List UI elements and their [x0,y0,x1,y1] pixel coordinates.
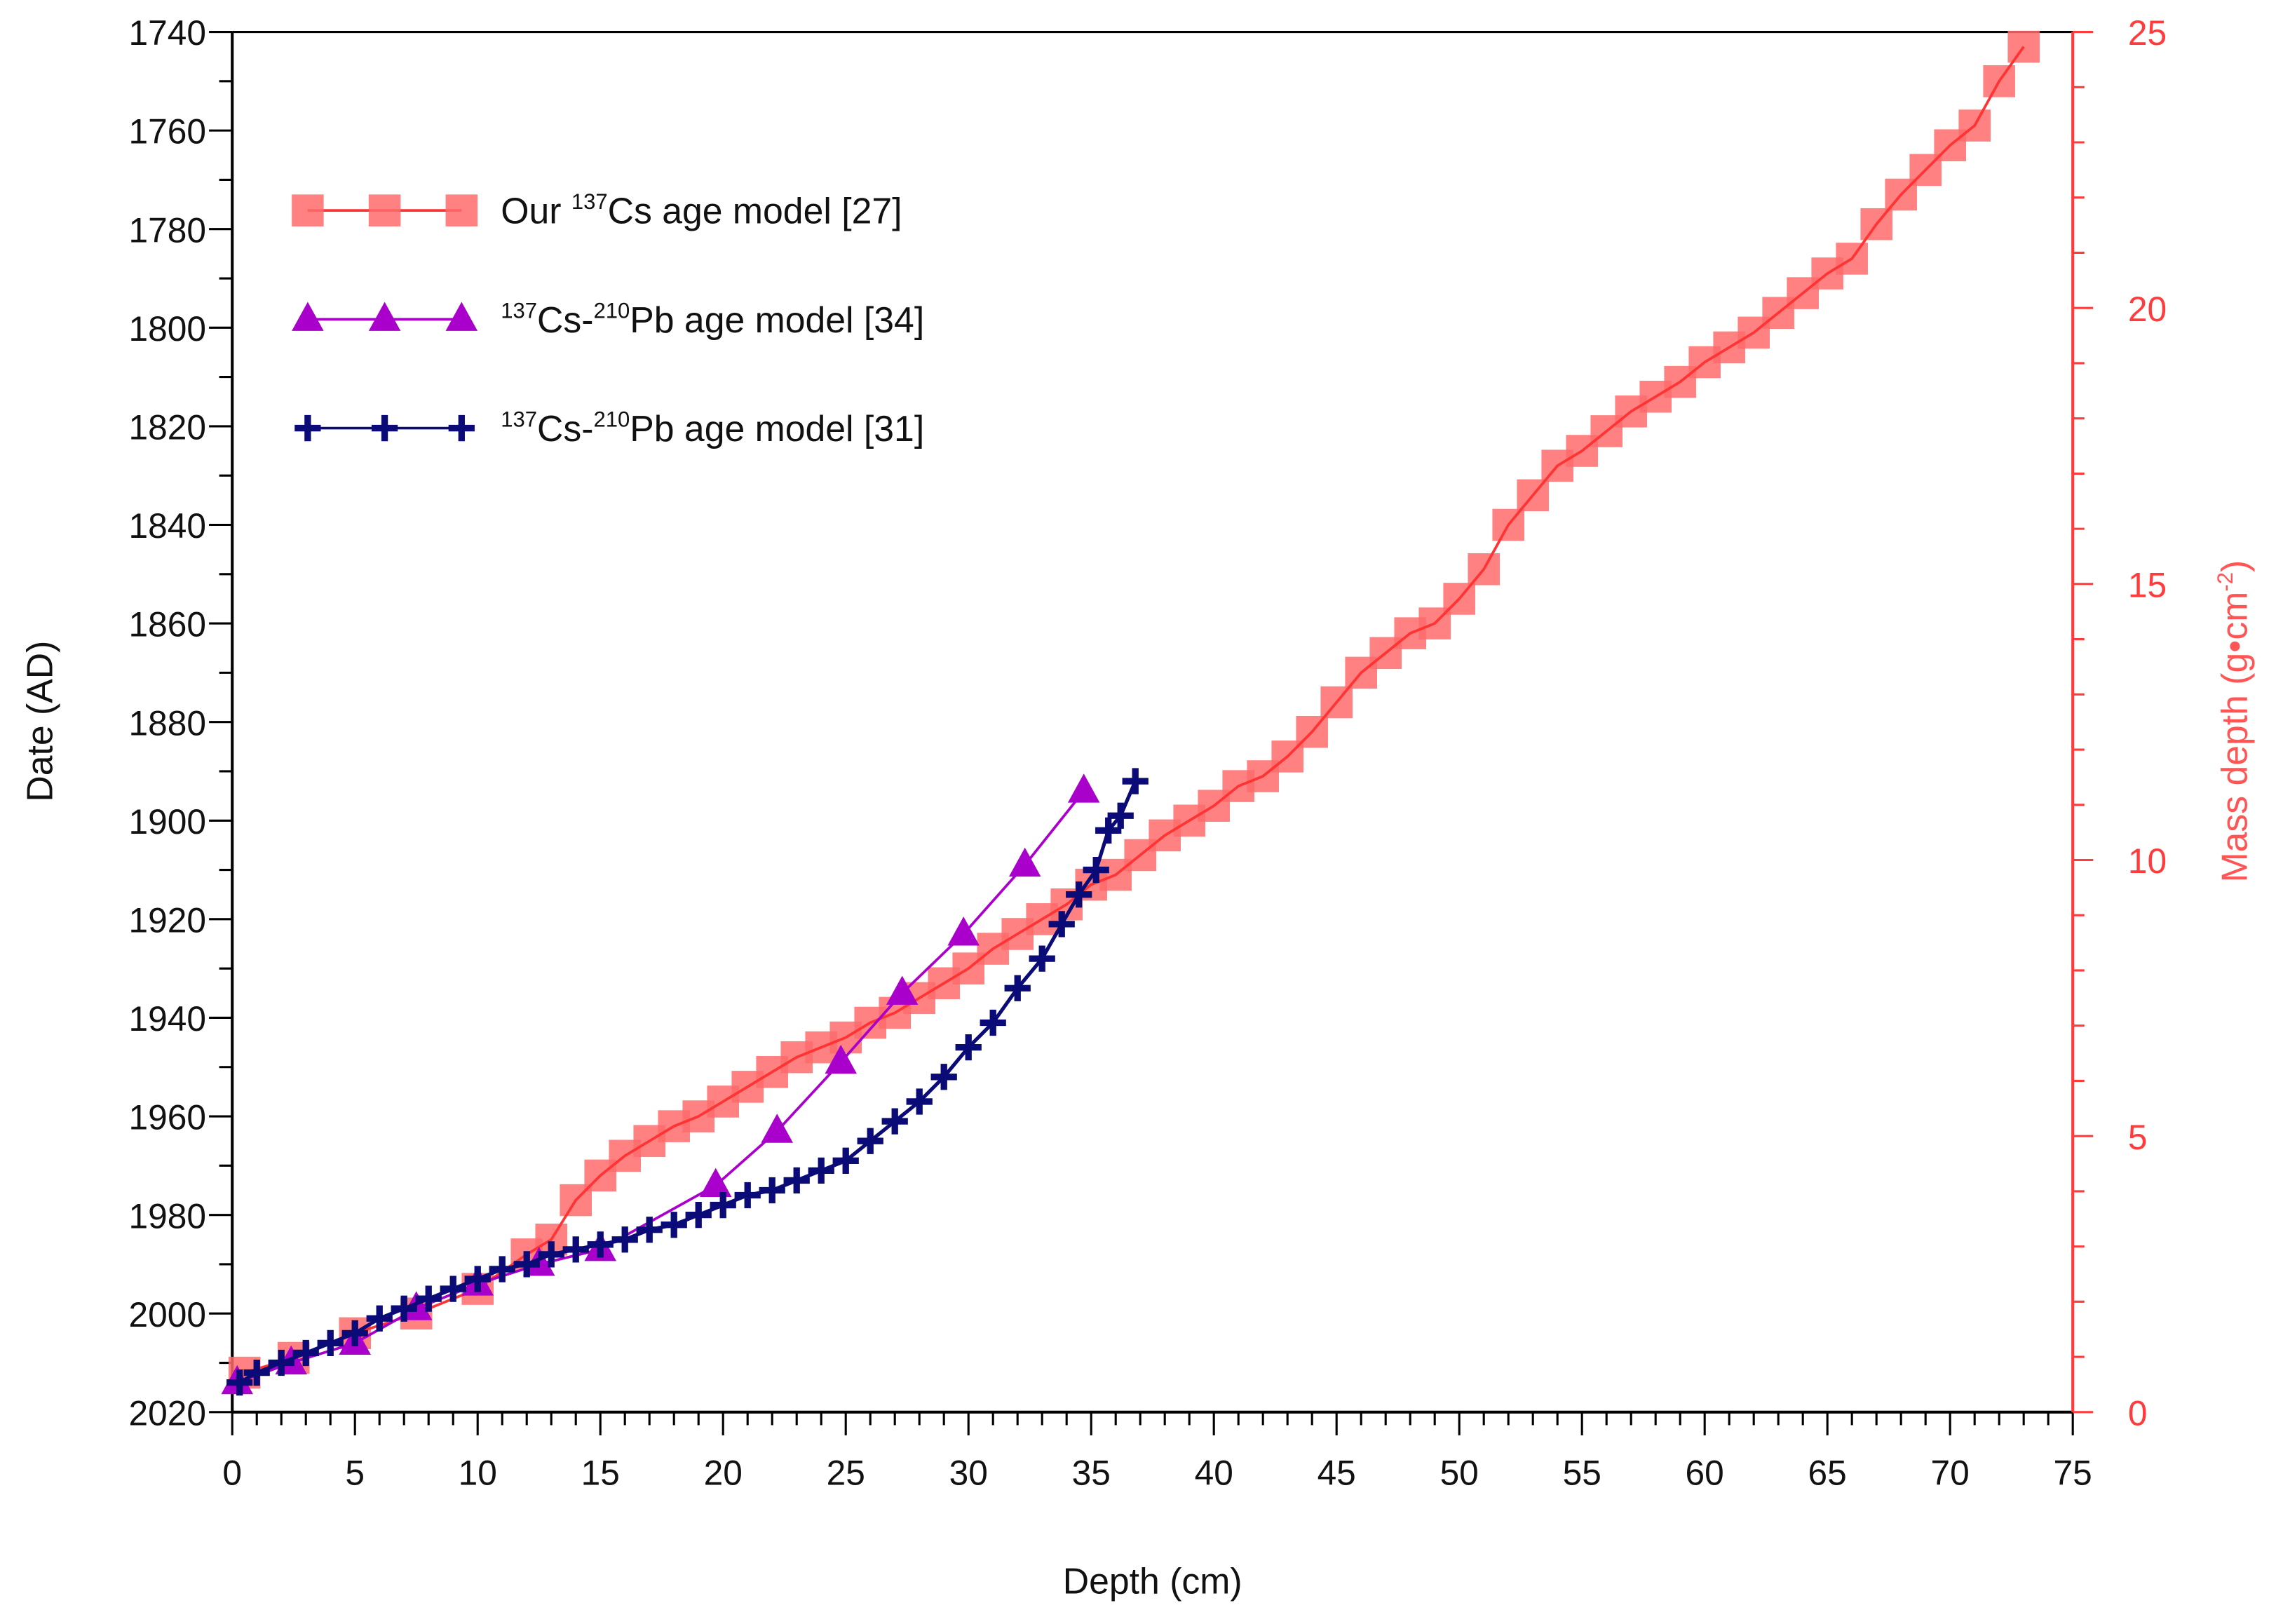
series-square [228,30,2040,1389]
legend-triangle-icon [368,302,401,331]
y2-tick-label: 25 [2128,13,2167,53]
x-tick-label: 45 [1317,1453,1356,1492]
legend-text-part: Our [501,191,571,231]
triangle-marker [1067,773,1100,803]
legend-text-part: 137 [501,298,537,323]
y-tick-label: 1860 [128,605,205,644]
legend-item: 137Cs-210Pb age model [34] [292,298,924,340]
series-line [238,780,1137,1384]
x-tick-label: 70 [1931,1453,1970,1492]
y2-tick-label: 0 [2128,1393,2148,1433]
x-tick-label: 10 [459,1453,497,1492]
legend-plus-icon [294,414,321,442]
y-tick-label: 1740 [128,13,205,53]
x-tick-label: 5 [345,1453,365,1492]
triangle-marker [761,1114,793,1143]
y-axis-label: Date (AD) [20,641,60,802]
y-tick-label: 2000 [128,1295,205,1334]
legend-square-icon [292,194,324,226]
y-tick-label: 1980 [128,1196,205,1236]
y2-tick-label: 15 [2128,565,2167,604]
x-tick-label: 15 [581,1453,620,1492]
legend-plus-icon [448,414,475,442]
y-tick-label: 1960 [128,1098,205,1137]
legend-square-icon [368,194,401,226]
axes: 0 5 10 15 20 25 30 35 40 45 50 55 60 65 70 751740176017… [128,13,2167,1492]
y-tick-label: 1900 [128,802,205,841]
y-tick-label: 1880 [128,703,205,743]
y-tick-label: 1940 [128,999,205,1038]
x-tick-label: 50 [1440,1453,1479,1492]
legend-square-icon [445,194,478,226]
triangle-marker [825,1044,857,1074]
legend: Our 137Cs age model [27]137Cs-210Pb age … [292,189,924,449]
series-plus [226,768,1149,1396]
x-tick-label: 25 [827,1453,865,1492]
y-tick-label: 2020 [128,1393,205,1433]
legend-label: 137Cs-210Pb age model [31] [501,407,924,449]
y-tick-label: 1840 [128,506,205,546]
legend-label: 137Cs-210Pb age model [34] [501,298,924,340]
plus-marker [1122,768,1149,794]
x-tick-label: 0 [222,1453,242,1492]
x-tick-label: 30 [949,1453,988,1492]
legend-text-part: 137 [501,407,537,431]
x-tick-label: 35 [1072,1453,1111,1492]
legend-triangle-icon [292,302,324,331]
y-tick-label: 1780 [128,210,205,250]
x-tick-label: 75 [2054,1453,2092,1492]
series-line [244,46,2025,1374]
legend-item: Our 137Cs age model [27] [292,189,902,231]
x-tick-label: 40 [1195,1453,1233,1492]
triangle-marker [1008,847,1041,877]
legend-text-part: Cs age model [27] [608,191,902,231]
legend-text-part: 210 [593,298,630,323]
triangle-marker [886,975,919,1005]
y-tick-label: 1820 [128,408,205,447]
legend-text-part: Cs- [537,299,593,340]
x-tick-label: 20 [704,1453,743,1492]
series-line [236,790,1085,1384]
legend-text-part: Pb age model [34] [630,299,924,340]
legend-text-part: Pb age model [31] [630,408,924,449]
y2-tick-label: 20 [2128,290,2167,329]
y2-axis-label: Mass depth (g•cm-2) [2213,560,2255,883]
y-tick-label: 1760 [128,112,205,151]
x-axis-label: Depth (cm) [1063,1561,1242,1602]
legend-text-part: 210 [593,407,630,431]
triangle-marker [947,916,980,946]
x-tick-label: 60 [1686,1453,1724,1492]
y-tick-label: 1920 [128,900,205,940]
x-tick-label: 65 [1808,1453,1847,1492]
square-marker [2007,30,2040,63]
x-tick-label: 55 [1563,1453,1601,1492]
legend-label: Our 137Cs age model [27] [501,189,902,231]
legend-plus-icon [371,414,398,442]
legend-item: 137Cs-210Pb age model [31] [294,407,924,449]
series-triangle [221,773,1100,1395]
y2-tick-label: 5 [2128,1118,2148,1157]
legend-text-part: Cs- [537,408,593,449]
legend-text-part: 137 [571,189,608,214]
legend-triangle-icon [445,302,478,331]
series-marks [221,30,2040,1396]
y2-tick-label: 10 [2128,841,2167,881]
y-tick-label: 1800 [128,309,205,349]
